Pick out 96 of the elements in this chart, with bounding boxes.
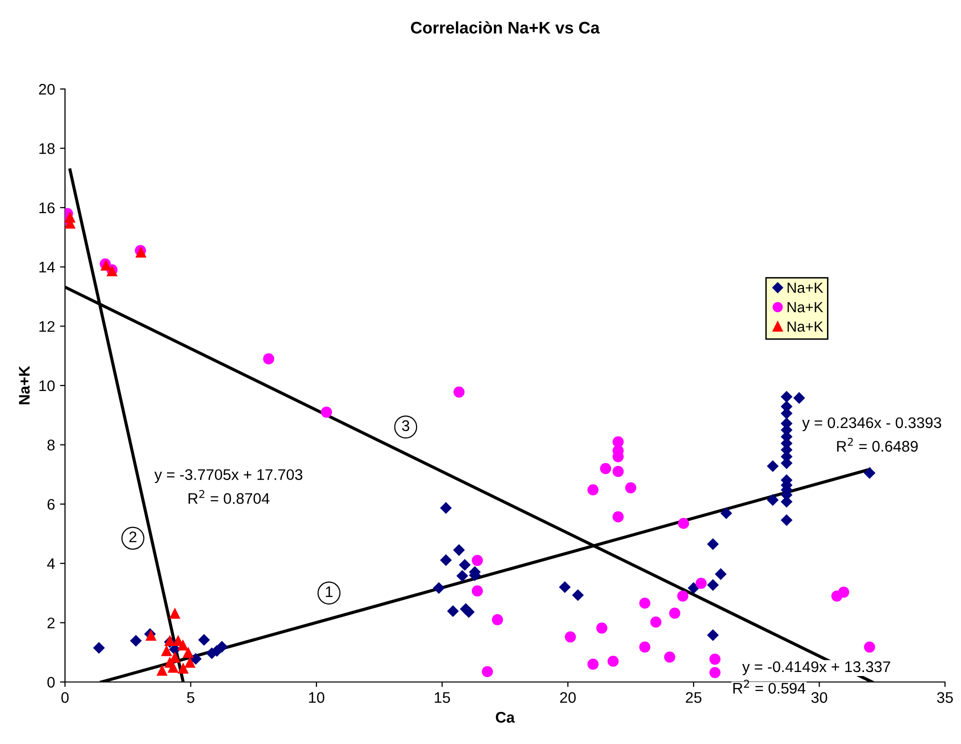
point [130,634,142,647]
point [707,538,719,550]
annotation: R$^{2}$ = 0.594 [733,680,806,694]
point [720,507,732,520]
point [596,622,608,634]
point [669,608,680,619]
x-tick-label: 10 [309,692,324,703]
point [161,645,172,656]
x-tick-label: 0 [61,692,69,703]
y-tick-label: 0 [47,676,55,688]
point [472,554,483,566]
point [639,641,650,653]
legend-label: Na+K [788,322,824,332]
point [216,640,228,653]
x-tick-label: 5 [187,692,194,703]
point [714,568,727,580]
point [709,666,720,678]
point [766,494,779,506]
point [462,606,475,618]
y-tick-label: 8 [47,440,55,450]
point [600,462,612,474]
point [182,646,194,658]
point [472,585,483,597]
point [587,658,599,670]
point [458,558,471,571]
point [456,570,468,582]
annotation: R$^{2}$ = 0.8704 [188,490,270,504]
x-tick-label: 20 [560,692,576,703]
y-tick-label: 20 [39,84,55,95]
point [198,634,210,646]
point [482,666,493,678]
y-tick-label: 12 [39,321,55,332]
point [864,467,876,479]
point [678,518,690,529]
point [766,460,779,472]
y-tick-label: 14 [39,262,55,272]
x-tick-label: 30 [811,692,828,703]
point [780,390,792,403]
point [608,656,619,667]
x-axis-title: Ca [496,712,515,723]
point [320,406,332,418]
chart-title: Correlaciòn Na+K vs Ca [410,21,600,34]
point [190,652,202,665]
y-axis-title: Na+K [19,366,30,404]
point [650,616,662,628]
point [168,662,179,673]
point [677,590,688,602]
point [453,544,465,556]
point [440,502,452,514]
point [780,514,792,526]
point [447,605,459,618]
point [864,641,876,653]
annotation: y = 0.2346x - 0.3393 [802,417,942,432]
point [93,642,105,654]
annotation: y = -3.7705x + 17.703 [154,469,302,484]
point [707,629,719,642]
point [838,586,850,598]
annotation: R$^{2}$ = 0.6489 [837,438,918,452]
y-tick-label: 6 [48,498,55,510]
point [572,589,584,602]
y-tick-label: 16 [39,202,55,214]
point [263,353,274,364]
point [696,578,707,589]
point [709,654,720,665]
point [440,554,452,566]
y-tick-label: 2 [48,618,55,628]
y-tick-label: 10 [39,380,55,392]
point [432,582,445,594]
legend-label: Na+K [788,282,824,293]
x-tick-label: 25 [686,692,702,703]
x-tick-label: 35 [937,692,953,703]
point [793,392,806,404]
y-tick-label: 4 [47,558,55,569]
point [612,466,624,478]
point [453,386,465,398]
point [558,581,571,594]
annotation: 2 [129,531,136,542]
annotation: 1 [326,586,333,597]
point [587,484,599,496]
point [664,652,676,663]
legend-label: Na+K [788,302,824,312]
point [169,608,180,619]
annotation: 3 [402,420,410,432]
y-tick-label: 18 [39,143,55,154]
annotation: y = -0.4149x + 13.337 [742,661,890,676]
point [612,511,624,522]
point [564,631,576,642]
point [688,582,700,594]
point [492,614,504,626]
point [625,482,636,494]
point [639,598,650,609]
x-tick-label: 15 [434,692,450,703]
point [707,579,719,591]
point [184,656,196,668]
point [156,664,168,676]
point [178,662,189,674]
